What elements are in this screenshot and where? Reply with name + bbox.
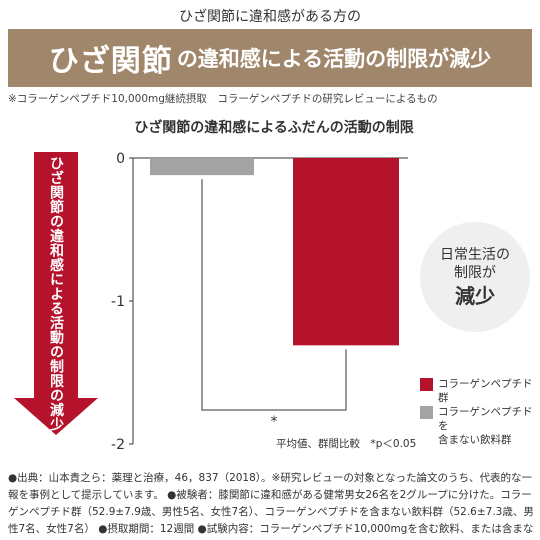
headline-big: ひざ関節 [48, 44, 173, 79]
arrow-label: ひざ関節の違和感による活動の制限の減少 [48, 156, 64, 432]
legend-item-collagen: コラーゲンペプチド群 [420, 377, 540, 405]
y-tick-label: 0 [116, 151, 125, 167]
headline-rest: の違和感による活動の制限が減少 [176, 47, 492, 71]
legend-label-placebo: コラーゲンペプチドを 含まない飲料群 [438, 406, 533, 446]
down-arrow-icon [14, 152, 98, 435]
bar-chart: 0 -1 -2 * [111, 151, 408, 453]
y-tick-label: -2 [111, 437, 125, 453]
intake-note: ※コラーゲンペプチド10,000mg継続摂取 コラーゲンペプチドの研究レビューに… [8, 93, 438, 105]
y-tick-label: -1 [111, 294, 125, 310]
legend-swatch-placebo [420, 406, 433, 419]
bubble-line-1: 日常生活の [440, 246, 510, 263]
legend-item-placebo: コラーゲンペプチドを 含まない飲料群 [420, 405, 540, 447]
top-caption: ひざ関節に違和感がある方の [179, 9, 361, 25]
bubble-line-2: 制限が [454, 264, 496, 281]
headline-banner: ひざ関節 の違和感による活動の制限が減少 [8, 29, 532, 87]
bar-placebo [150, 158, 254, 176]
study-sources: ●出典：山本貴之ら：薬理と治療，46，837（2018）。※研究レビューの対象と… [8, 470, 536, 540]
decrease-arrow: ひざ関節の違和感による活動の制限の減少 [12, 152, 100, 435]
significance-star: * [271, 414, 278, 430]
legend-swatch-collagen [420, 378, 433, 391]
bubble-line-3: 減少 [455, 283, 495, 308]
legend-label-collagen: コラーゲンペプチド群 [438, 378, 533, 404]
down-arrow-shape [14, 152, 98, 435]
result-bubble: 日常生活の 制限が 減少 [420, 222, 530, 332]
chart-title: ひざ関節の違和感によるふだんの活動の制限 [134, 120, 414, 136]
significance-bracket [201, 179, 347, 411]
chart-footnote: 平均値、群間比較 *p＜0.05 [276, 438, 417, 450]
bar-collagen [293, 158, 399, 346]
source-text: ●出典：山本貴之ら：薬理と治療，46，837（2018）。※研究レビューの対象と… [8, 472, 534, 535]
